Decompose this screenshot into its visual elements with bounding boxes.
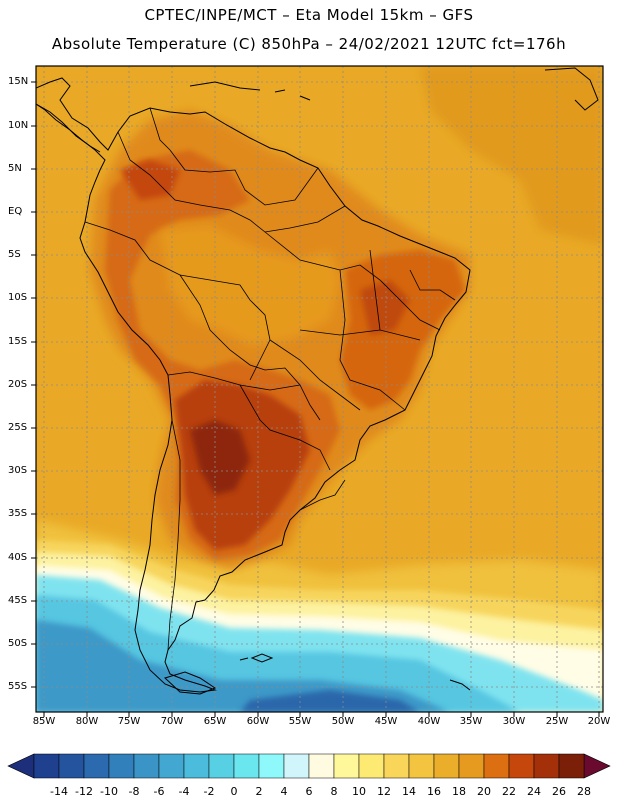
colorbar-label: -6: [153, 785, 165, 798]
colorbar-swatch: [258, 753, 285, 779]
colorbar-label: 18: [452, 785, 466, 798]
colorbar-swatch: [458, 753, 485, 779]
colorbar-swatch: [108, 753, 135, 779]
lat-label: 15S: [8, 336, 28, 347]
colorbar-swatch: [208, 753, 235, 779]
colorbar-label: 20: [477, 785, 491, 798]
map-frame: [35, 65, 604, 713]
lon-label: 30W: [502, 716, 526, 727]
lat-label: 55S: [8, 681, 28, 692]
title-line-2: Absolute Temperature (C) 850hPa – 24/02/…: [51, 35, 567, 53]
colorbar-label: -8: [128, 785, 140, 798]
colorbar-label: -14: [50, 785, 68, 798]
colorbar-swatch: [483, 753, 510, 779]
colorbar-swatch: [333, 753, 360, 779]
colorbar-swatch: [83, 753, 110, 779]
argentina-extreme-core: [190, 420, 250, 495]
colorbar-swatch: [358, 753, 385, 779]
coastlines: [36, 67, 599, 695]
lon-label: 40W: [417, 716, 441, 727]
colorbar-swatch: [33, 753, 60, 779]
lon-label: 60W: [246, 716, 270, 727]
colorbar-label: 0: [230, 785, 238, 798]
colorbar-label: 16: [427, 785, 441, 798]
amazon-milder-area: [160, 225, 340, 345]
lat-label: 30S: [8, 465, 28, 476]
colorbar-swatch: [533, 753, 560, 779]
lat-label: 40S: [8, 552, 28, 563]
colorbar-swatch: [58, 753, 85, 779]
country-borders: [84, 107, 456, 651]
cold-band-m8: [36, 620, 450, 712]
lon-label: 20W: [587, 716, 611, 727]
lon-label: 25W: [545, 716, 569, 727]
colorbar-label: 22: [502, 785, 516, 798]
colorbar-swatch: [408, 753, 435, 779]
axis-ticks: [31, 81, 600, 717]
ne-brazil-core: [360, 280, 410, 335]
colorbar-label: 2: [255, 785, 263, 798]
colorbar-high-arrow: [583, 753, 611, 779]
atlantic-warm-area: [420, 66, 603, 245]
lat-label: 50S: [8, 638, 28, 649]
lat-label: 35S: [8, 508, 28, 519]
lon-label: 35W: [459, 716, 483, 727]
lat-label: EQ: [8, 206, 23, 217]
lat-label: 10S: [8, 292, 28, 303]
colorbar-low-arrow: [7, 753, 35, 779]
lon-label: 45W: [374, 716, 398, 727]
lon-label: 85W: [32, 716, 56, 727]
colorbar-swatch: [233, 753, 260, 779]
colorbar-swatch: [433, 753, 460, 779]
title-line-1: CPTEC/INPE/MCT – Eta Model 15km – GFS: [144, 6, 474, 24]
colorbar-swatch: [308, 753, 335, 779]
colorbar-label: -12: [75, 785, 93, 798]
lon-label: 50W: [331, 716, 355, 727]
lat-label: 20S: [8, 379, 28, 390]
lon-label: 70W: [160, 716, 184, 727]
colorbar-label: -4: [178, 785, 190, 798]
temperature-field: [36, 66, 603, 712]
colorbar-label: 8: [330, 785, 338, 798]
colorbar-swatch: [508, 753, 535, 779]
lat-label: 10N: [8, 120, 29, 131]
colorbar-label: 26: [552, 785, 566, 798]
lon-label: 55W: [288, 716, 312, 727]
lon-label: 65W: [203, 716, 227, 727]
lat-label: 5N: [8, 163, 22, 174]
colorbar-swatch: [133, 753, 160, 779]
colorbar: [7, 753, 611, 779]
colorbar-label: -2: [203, 785, 215, 798]
colorbar-swatch: [558, 753, 585, 779]
lon-label: 75W: [117, 716, 141, 727]
colorbar-swatch: [383, 753, 410, 779]
colorbar-label: 10: [352, 785, 366, 798]
colorbar-swatch: [158, 753, 185, 779]
lat-label: 15N: [8, 76, 29, 87]
colorbar-swatch: [283, 753, 310, 779]
lon-label: 80W: [75, 716, 99, 727]
lat-label: 45S: [8, 595, 28, 606]
lat-label: 5S: [8, 249, 21, 260]
cold-core: [240, 690, 420, 712]
colorbar-label: 6: [305, 785, 313, 798]
lat-label: 25S: [8, 422, 28, 433]
colorbar-swatch: [183, 753, 210, 779]
colorbar-label: 24: [527, 785, 541, 798]
colorbar-label: 12: [377, 785, 391, 798]
colorbar-label: 14: [402, 785, 416, 798]
colorbar-label: 4: [280, 785, 288, 798]
colorbar-label: 28: [577, 785, 591, 798]
colorbar-label: -10: [100, 785, 118, 798]
